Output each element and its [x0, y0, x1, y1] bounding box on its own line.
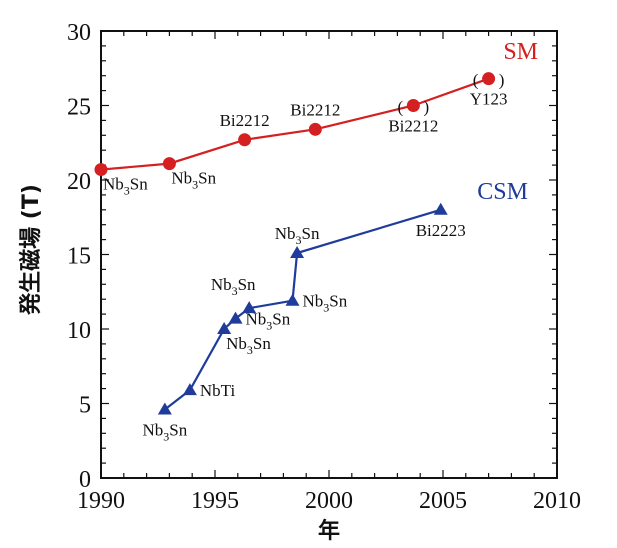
series-line-csm: [164, 208, 442, 411]
data-point: [482, 72, 496, 86]
point-label: Nb3Sn: [226, 334, 271, 357]
data-point: [433, 202, 448, 215]
x-tick-label: 1995: [191, 488, 239, 514]
y-tick-label: 10: [67, 318, 91, 344]
y-tick-label: 20: [67, 169, 91, 195]
series-line-sm: [100, 77, 489, 171]
data-point: [182, 383, 197, 396]
point-label: Nb3Sn: [171, 169, 216, 192]
x-axis-title: 年: [318, 518, 340, 544]
point-label: Nb3Sn: [103, 175, 148, 198]
series-name-sm: SM: [503, 39, 538, 65]
data-point: [94, 163, 108, 177]
y-axis-title: 発生磁場 (T): [18, 184, 44, 316]
x-tick-label: 2000: [305, 488, 353, 514]
y-tick-label: 30: [67, 20, 91, 46]
point-label: NbTi: [200, 381, 236, 400]
point-label: Nb3Sn: [275, 224, 320, 247]
y-tick-label: 25: [67, 95, 91, 121]
axes: 1990 1995 2000 2005 2010 0 5 10 15 20 25 30: [67, 20, 581, 514]
point-label: Bi2223: [416, 221, 466, 240]
y-tick-label: 5: [79, 393, 91, 419]
data-point: [217, 322, 232, 334]
data-point: [157, 402, 172, 415]
point-label: Y123: [470, 90, 508, 109]
series-layer: () () SM CSM: [94, 39, 538, 415]
data-point: [285, 293, 300, 306]
y-tick-label: 15: [67, 244, 91, 270]
point-label: Nb3Sn: [303, 292, 348, 315]
y-tick-label: 0: [79, 467, 91, 493]
series-sm: () () SM: [94, 39, 538, 177]
data-point: [406, 99, 420, 112]
data-point: [228, 311, 243, 324]
data-point: [238, 133, 252, 147]
point-label: Bi2212: [290, 100, 340, 119]
point-label: Bi2212: [220, 111, 270, 130]
bracket-right: ): [424, 98, 430, 117]
point-label: Nb3Sn: [211, 275, 256, 298]
x-tick-label: 1990: [77, 488, 125, 514]
data-point: [308, 122, 322, 136]
bracket-right: ): [499, 71, 505, 90]
x-tick-label: 2010: [533, 488, 581, 514]
point-label: Nb3Sn: [246, 310, 291, 333]
bracket-left: (: [473, 71, 479, 90]
series-name-csm: CSM: [477, 179, 528, 205]
x-tick-label: 2005: [419, 488, 467, 514]
point-labels: Nb3Sn Nb3SnBi2212Bi2212Bi2212Y123Nb3SnNbT…: [103, 90, 507, 444]
data-point: [242, 301, 257, 314]
series-csm: CSM: [157, 179, 528, 415]
data-point: [290, 246, 305, 259]
point-label: Nb3Sn: [142, 420, 187, 443]
data-point: [162, 157, 176, 171]
point-label: Bi2212: [388, 117, 438, 136]
bracket-left: (: [398, 98, 404, 117]
